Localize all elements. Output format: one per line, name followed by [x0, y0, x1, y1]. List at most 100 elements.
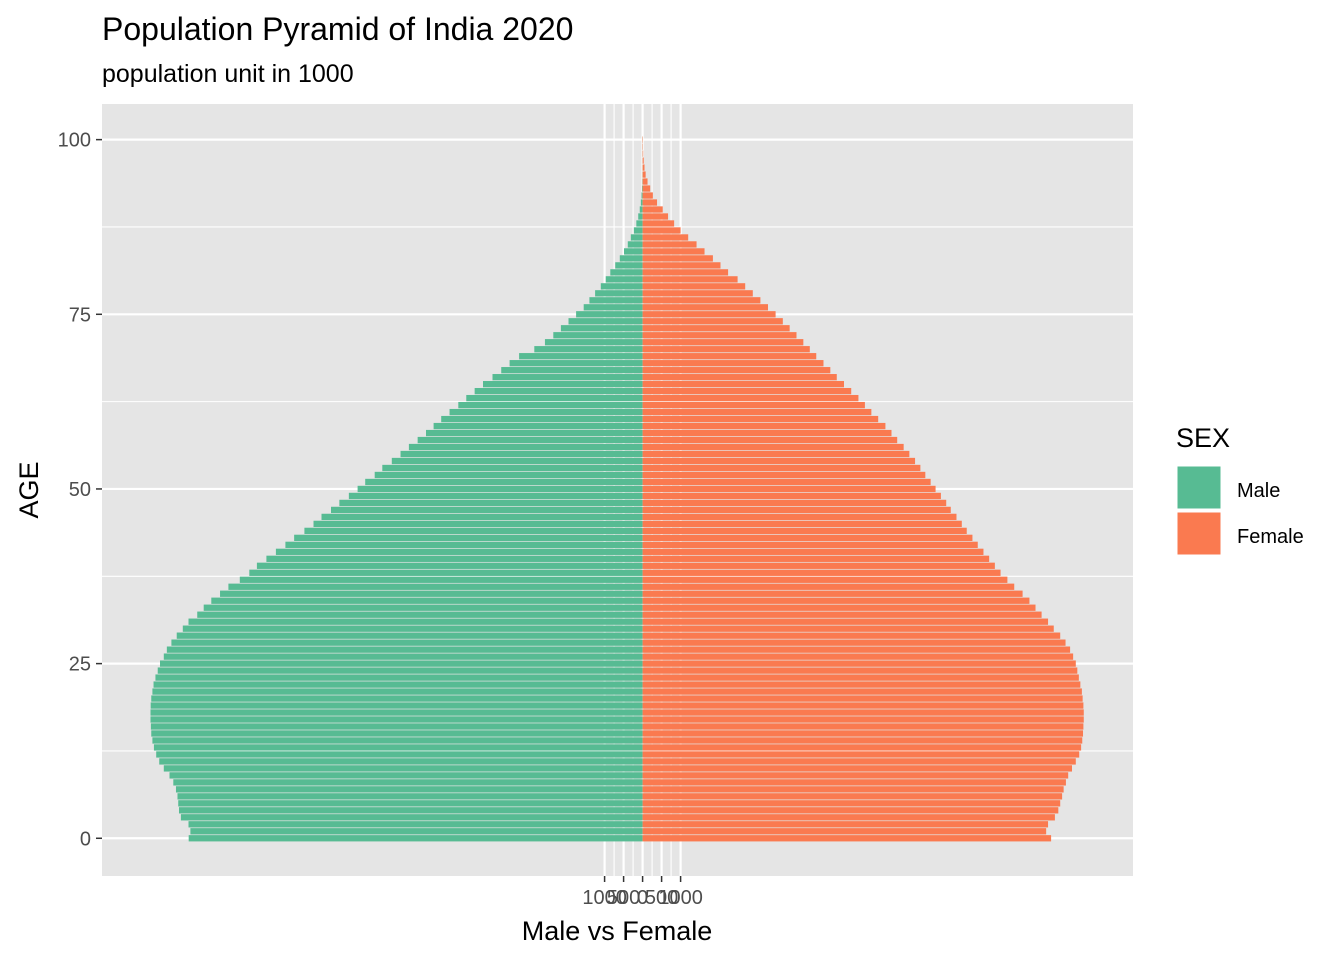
bar-female-age-81 [642, 269, 729, 276]
bar-male-age-38 [249, 569, 643, 576]
bar-female-age-57 [642, 436, 898, 444]
bar-male-age-58 [426, 429, 643, 437]
bar-male-age-4 [179, 807, 643, 814]
bar-male-age-55 [400, 450, 643, 458]
bar-female-age-95 [642, 171, 646, 178]
bar-female-age-69 [642, 353, 817, 360]
bar-female-age-25 [642, 660, 1076, 667]
bar-female-age-90 [642, 206, 663, 213]
bar-female-age-32 [642, 611, 1042, 618]
bar-female-age-6 [642, 793, 1063, 800]
bar-female-age-30 [642, 625, 1054, 632]
y-axis-title: AGE [14, 461, 44, 518]
bar-female-age-88 [642, 220, 675, 227]
chart-title: Population Pyramid of India 2020 [102, 11, 573, 47]
bar-male-age-52 [374, 471, 643, 479]
bar-female-age-34 [642, 597, 1030, 604]
bar-female-age-91 [642, 199, 658, 206]
bar-female-age-39 [642, 562, 995, 569]
bar-male-age-80 [605, 276, 643, 283]
bar-female-age-83 [642, 255, 713, 262]
bar-female-age-53 [642, 464, 921, 472]
bar-female-age-85 [642, 241, 697, 248]
bar-male-age-13 [153, 744, 643, 751]
bar-female-age-73 [642, 325, 790, 332]
bar-male-age-93 [641, 185, 643, 192]
bar-female-age-51 [642, 478, 931, 486]
bar-male-age-41 [275, 548, 643, 555]
bar-female-age-12 [642, 751, 1080, 758]
bar-male-age-29 [176, 632, 643, 639]
bar-male-age-51 [365, 478, 643, 486]
bar-female-age-3 [642, 814, 1055, 821]
bar-male-age-66 [492, 374, 643, 381]
bars [150, 136, 1084, 842]
bar-male-age-3 [180, 814, 643, 821]
bar-female-age-45 [642, 520, 962, 528]
bar-female-age-82 [642, 262, 721, 269]
bar-male-age-24 [157, 667, 643, 674]
bar-male-age-78 [595, 290, 643, 297]
bar-male-age-20 [151, 695, 643, 702]
bar-female-age-16 [642, 723, 1084, 730]
bar-male-age-27 [166, 646, 643, 653]
bar-male-age-19 [150, 702, 643, 709]
bar-male-age-49 [348, 492, 643, 500]
bar-female-age-17 [642, 716, 1084, 723]
bar-male-age-11 [159, 758, 643, 765]
bar-male-age-90 [639, 206, 643, 213]
chart-subtitle: population unit in 1000 [102, 60, 354, 88]
bar-male-age-33 [203, 604, 643, 611]
bar-male-age-65 [483, 381, 643, 388]
bar-female-age-48 [642, 499, 947, 507]
bar-male-age-89 [638, 213, 643, 220]
legend-label-female: Female [1237, 526, 1304, 548]
bar-female-age-84 [642, 248, 705, 255]
bar-male-age-63 [466, 394, 643, 402]
bar-female-age-29 [642, 632, 1061, 639]
bar-male-age-87 [633, 227, 643, 234]
bar-male-age-5 [178, 800, 643, 807]
bar-female-age-68 [642, 360, 824, 367]
bar-male-age-75 [576, 311, 643, 318]
y-tick-label: 25 [69, 654, 91, 676]
bar-male-age-39 [256, 562, 643, 569]
bar-female-age-62 [642, 401, 865, 409]
legend-label-male: Male [1237, 480, 1280, 502]
bar-male-age-73 [560, 325, 643, 332]
bar-male-age-43 [294, 534, 643, 542]
bar-female-age-64 [642, 387, 852, 395]
bar-female-age-76 [642, 304, 768, 311]
bar-male-age-32 [197, 611, 643, 618]
bar-male-age-57 [417, 436, 643, 444]
bar-male-age-15 [151, 730, 643, 737]
bar-male-age-21 [152, 688, 643, 695]
bar-female-age-96 [642, 164, 645, 171]
bar-male-age-76 [583, 304, 643, 311]
y-tick-label: 50 [69, 479, 91, 501]
bar-male-age-77 [589, 297, 643, 304]
bar-female-age-60 [642, 415, 879, 423]
bar-female-age-15 [642, 730, 1084, 737]
bar-female-age-13 [642, 744, 1082, 751]
bar-female-age-80 [642, 276, 738, 283]
bar-female-age-59 [642, 422, 886, 430]
bar-female-age-61 [642, 408, 872, 416]
bar-male-age-16 [150, 723, 643, 730]
bar-male-age-60 [441, 415, 643, 423]
bar-female-age-0 [642, 835, 1052, 842]
bar-female-age-43 [642, 534, 973, 542]
bar-male-age-14 [152, 737, 643, 744]
bar-male-age-84 [623, 248, 643, 255]
x-tick-label: 500 [607, 887, 640, 909]
bar-male-age-64 [474, 387, 643, 395]
bar-female-age-38 [642, 569, 1001, 576]
bar-female-age-10 [642, 765, 1072, 772]
bar-male-age-28 [171, 639, 643, 646]
bar-female-age-67 [642, 367, 831, 374]
bar-male-age-74 [568, 318, 643, 325]
bar-female-age-71 [642, 339, 804, 346]
bar-female-age-42 [642, 541, 978, 548]
bar-male-age-53 [382, 464, 643, 472]
bar-female-age-56 [642, 443, 904, 451]
